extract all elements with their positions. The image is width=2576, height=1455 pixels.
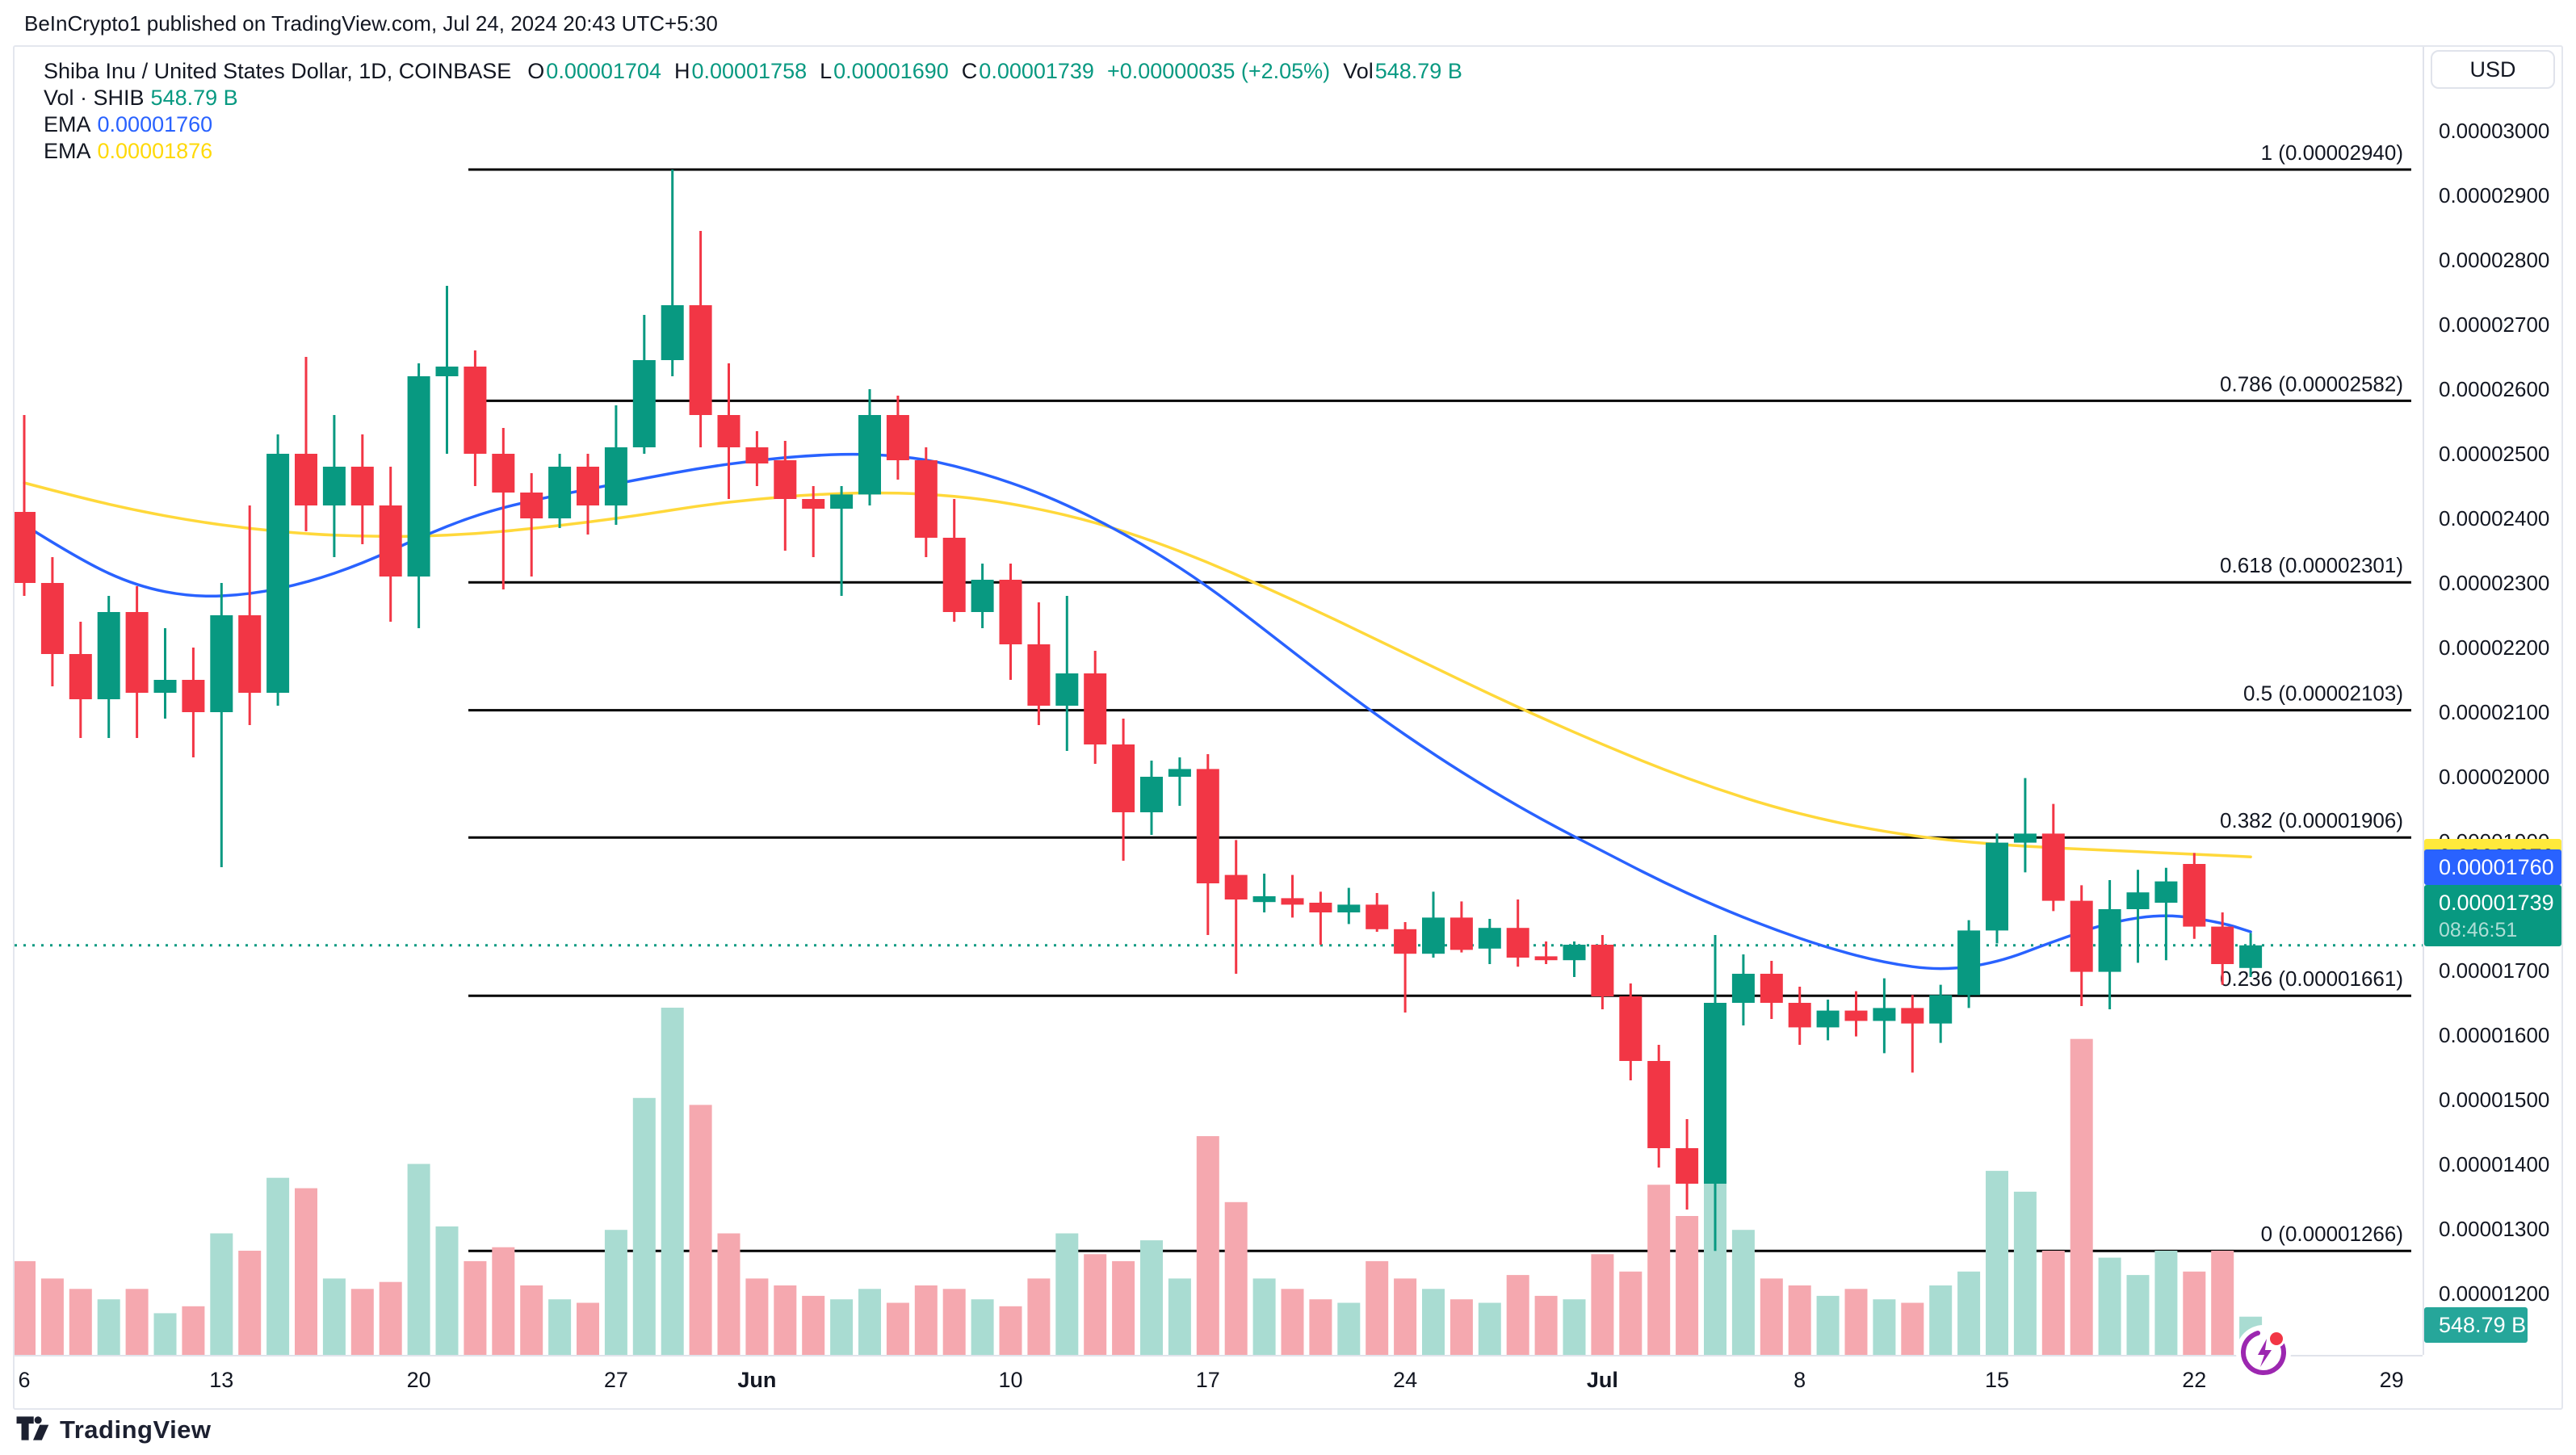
ema-fast-row: EMA 0.00001760 — [44, 111, 1475, 138]
time-tick: 6 — [18, 1368, 31, 1392]
tradingview-logo-icon[interactable] — [16, 1413, 50, 1448]
low-value: 0.00001690 — [833, 59, 949, 83]
ema-slow-row: EMA 0.00001876 — [44, 138, 1475, 165]
time-tick: 22 — [2182, 1368, 2207, 1392]
price-chart[interactable]: 1 (0.00002940) 0.786 (0.00002582) 0.618 (0… — [15, 47, 2423, 1355]
price-tick: 0.00001500 — [2439, 1088, 2550, 1112]
time-tick: 10 — [998, 1368, 1023, 1392]
price-tick: 0.00002900 — [2439, 183, 2550, 208]
time-tick: 13 — [209, 1368, 234, 1392]
ema-fast-value: 0.00001760 — [97, 112, 213, 136]
svg-text:0.786 (0.00002582): 0.786 (0.00002582) — [2220, 371, 2403, 396]
price-tick: 0.00001400 — [2439, 1152, 2550, 1176]
price-tick: 0.00002800 — [2439, 248, 2550, 272]
open-label: O — [527, 59, 545, 83]
ema-fast-label[interactable]: EMA — [44, 112, 91, 136]
notification-dot — [2270, 1332, 2283, 1345]
symbol-title[interactable]: Shiba Inu / United States Dollar, 1D, CO… — [44, 59, 512, 83]
chart-card: 1 (0.00002940) 0.786 (0.00002582) 0.618 (0… — [13, 45, 2563, 1410]
last-price-value: 0.00001739 — [2439, 890, 2554, 915]
time-tick: Jul — [1586, 1368, 1618, 1392]
open-value: 0.00001704 — [546, 59, 661, 83]
time-tick: 27 — [603, 1368, 628, 1392]
volume-row: Vol · SHIB 548.79 B — [44, 85, 1475, 111]
svg-text:0.618 (0.00002301): 0.618 (0.00002301) — [2220, 553, 2403, 577]
footer: TradingView — [16, 1411, 212, 1449]
price-tick: 0.00002400 — [2439, 506, 2550, 530]
low-label: L — [820, 59, 833, 83]
price-tick: 0.00002600 — [2439, 377, 2550, 401]
volume-study-label[interactable]: Vol · SHIB — [44, 86, 145, 110]
time-tick: 29 — [2379, 1368, 2404, 1392]
price-tick: 0.00001600 — [2439, 1023, 2550, 1047]
price-tick: 0.00002500 — [2439, 442, 2550, 466]
time-tick: 17 — [1195, 1368, 1220, 1392]
price-tick: 0.00001700 — [2439, 958, 2550, 983]
time-tick: Jun — [737, 1368, 777, 1392]
legend: Shiba Inu / United States Dollar, 1D, CO… — [44, 58, 1475, 165]
close-label: C — [961, 59, 978, 83]
currency-button[interactable]: USD — [2431, 50, 2555, 89]
vol-inline-value: 548.79 B — [1374, 59, 1462, 83]
svg-text:0 (0.00001266): 0 (0.00001266) — [2261, 1222, 2403, 1246]
time-tick: 15 — [1984, 1368, 2010, 1392]
close-value: 0.00001739 — [979, 59, 1094, 83]
symbol-row: Shiba Inu / United States Dollar, 1D, CO… — [44, 58, 1475, 85]
published-line: BeInCrypto1 published on TradingView.com… — [24, 11, 718, 36]
svg-text:0.5 (0.00002103): 0.5 (0.00002103) — [2243, 681, 2403, 706]
change-value: +0.00000035 (+2.05%) — [1106, 59, 1331, 83]
price-tick: 0.00003000 — [2439, 119, 2550, 143]
tradingview-wordmark[interactable]: TradingView — [60, 1415, 212, 1444]
ema-blue-axis-label: 0.00001760 — [2424, 849, 2561, 885]
price-tick: 0.00002200 — [2439, 635, 2550, 660]
price-tick: 0.00002300 — [2439, 571, 2550, 595]
ema-slow-value: 0.00001876 — [97, 139, 213, 163]
price-tick: 0.00002000 — [2439, 765, 2550, 789]
last-price-axis-label: 0.00001739 08:46:51 — [2424, 884, 2561, 946]
price-tick: 0.00001200 — [2439, 1281, 2550, 1306]
price-tick: 0.00001300 — [2439, 1217, 2550, 1241]
time-tick: 20 — [406, 1368, 431, 1392]
ema-slow-label[interactable]: EMA — [44, 139, 91, 163]
svg-text:0.382 (0.00001906): 0.382 (0.00001906) — [2220, 808, 2403, 832]
price-axis[interactable]: USD 0.00003000 0.00002900 0.00002800 0.0000… — [2423, 47, 2561, 1355]
high-value: 0.00001758 — [691, 59, 808, 83]
high-label: H — [673, 59, 690, 83]
volume-study-value: 548.79 B — [150, 86, 238, 110]
bar-countdown: 08:46:51 — [2439, 918, 2518, 941]
price-tick: 0.00002700 — [2439, 312, 2550, 337]
time-tick: 8 — [1794, 1368, 1806, 1392]
lightning-boost-icon[interactable] — [2227, 1312, 2301, 1386]
price-tick: 0.00002100 — [2439, 700, 2550, 724]
lightning-bolt-glyph — [2258, 1339, 2272, 1367]
vol-inline-label: Vol — [1343, 59, 1374, 83]
time-axis[interactable]: 6 13 20 27 Jun 10 17 24 Jul 8 15 22 29 — [15, 1355, 2423, 1407]
volume-axis-label: 548.79 B — [2424, 1307, 2528, 1343]
svg-text:0.236 (0.00001661): 0.236 (0.00001661) — [2220, 967, 2403, 991]
svg-text:1 (0.00002940): 1 (0.00002940) — [2261, 140, 2403, 165]
time-tick: 24 — [1393, 1368, 1418, 1392]
